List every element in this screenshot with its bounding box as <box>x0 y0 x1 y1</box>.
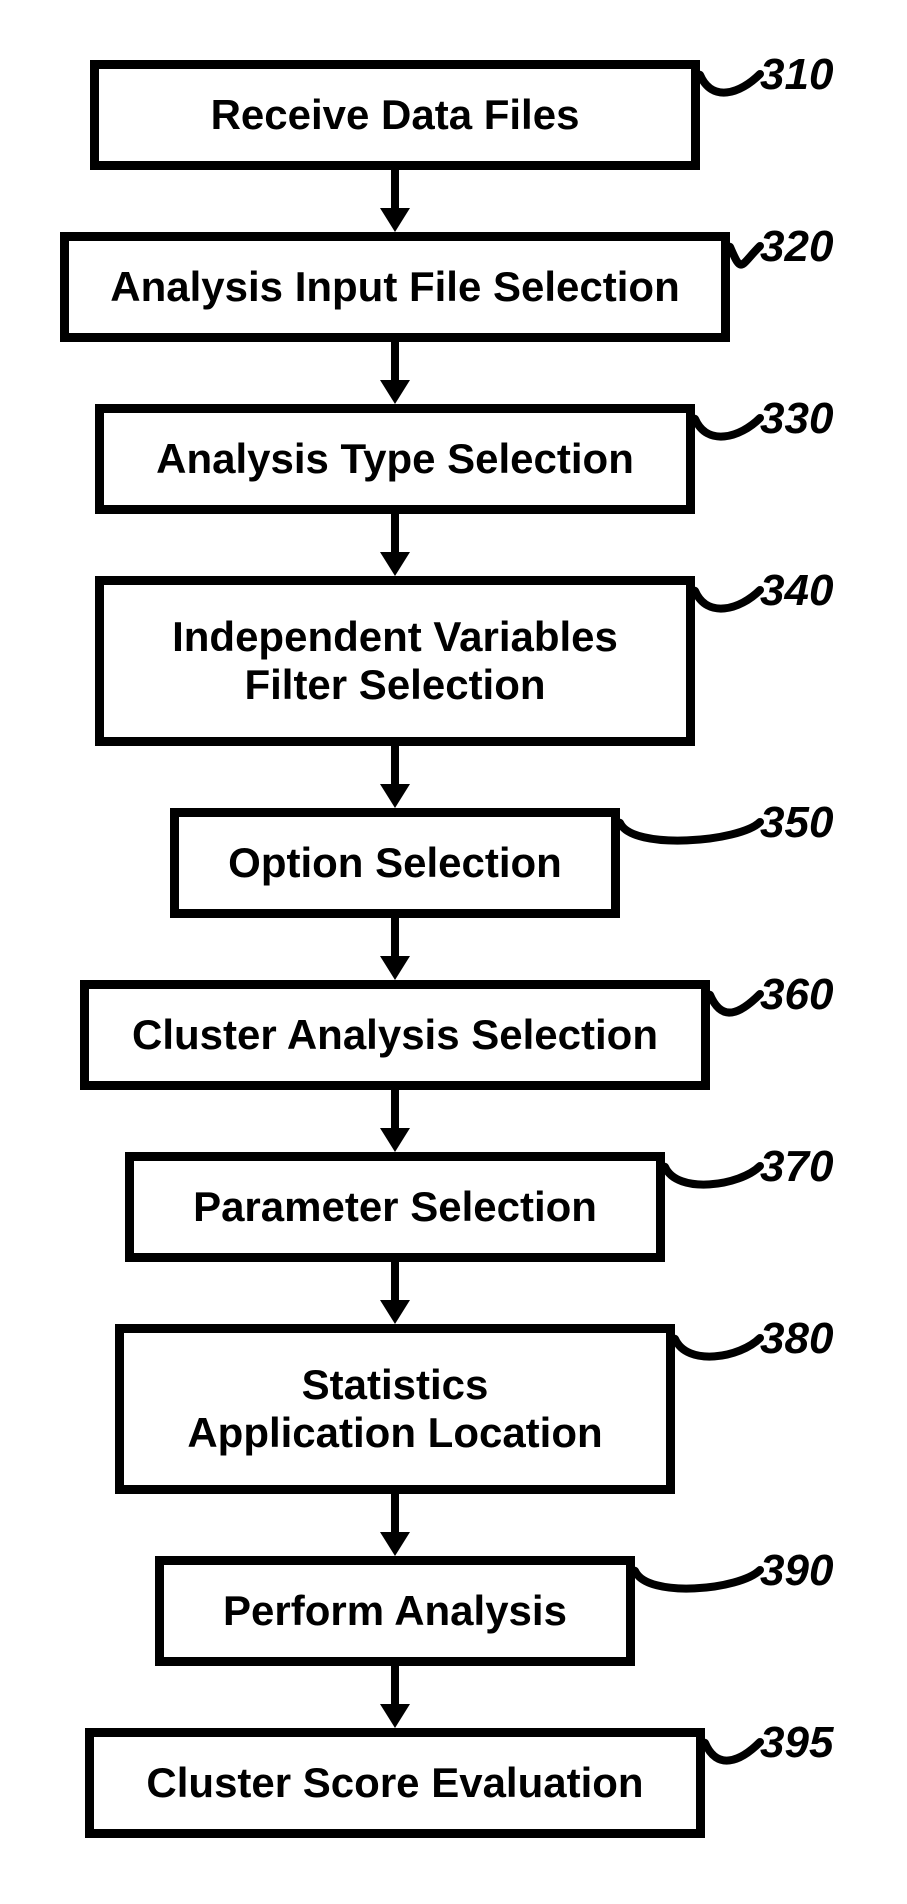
flow-node-text: Perform Analysis <box>223 1587 567 1635</box>
arrow-line <box>391 1262 399 1300</box>
flow-node-n320: Analysis Input File Selection <box>60 232 730 342</box>
callout-curve <box>665 1298 770 1379</box>
arrow-head-icon <box>380 956 410 980</box>
callout-curve <box>685 378 770 459</box>
flow-node-n370: Parameter Selection <box>125 1152 665 1262</box>
flow-node-text: Option Selection <box>228 839 562 887</box>
arrow-head-icon <box>380 380 410 404</box>
callout-curve <box>655 1126 770 1207</box>
callout-curve <box>610 782 770 863</box>
arrow-head-icon <box>380 1532 410 1556</box>
flow-node-n395: Cluster Score Evaluation <box>85 1728 705 1838</box>
flow-label-395: 395 <box>760 1718 833 1768</box>
arrow-line <box>391 918 399 956</box>
arrow-head-icon <box>380 784 410 808</box>
arrow-line <box>391 1090 399 1128</box>
flow-node-text: Analysis Input File Selection <box>110 263 679 311</box>
arrow-line <box>391 514 399 552</box>
flow-node-n340: Independent Variables Filter Selection <box>95 576 695 746</box>
flow-node-n390: Perform Analysis <box>155 1556 635 1666</box>
callout-curve <box>695 1702 770 1783</box>
arrow-head-icon <box>380 1300 410 1324</box>
arrow-line <box>391 1666 399 1704</box>
flow-node-n310: Receive Data Files <box>90 60 700 170</box>
flow-node-text: Cluster Analysis Selection <box>132 1011 658 1059</box>
flow-node-text: Statistics Application Location <box>187 1361 602 1458</box>
flow-node-n360: Cluster Analysis Selection <box>80 980 710 1090</box>
flow-node-n380: Statistics Application Location <box>115 1324 675 1494</box>
flow-label-380: 380 <box>760 1314 833 1364</box>
flow-label-360: 360 <box>760 970 833 1020</box>
arrow-head-icon <box>380 552 410 576</box>
arrow-line <box>391 746 399 784</box>
arrow-head-icon <box>380 1704 410 1728</box>
arrow-line <box>391 1494 399 1532</box>
flow-node-text: Parameter Selection <box>193 1183 597 1231</box>
arrow-line <box>391 170 399 208</box>
flow-label-320: 320 <box>760 222 833 272</box>
flow-node-text: Receive Data Files <box>211 91 580 139</box>
arrow-head-icon <box>380 208 410 232</box>
flow-label-390: 390 <box>760 1546 833 1596</box>
flow-label-370: 370 <box>760 1142 833 1192</box>
callout-curve <box>690 34 770 115</box>
flow-label-340: 340 <box>760 566 833 616</box>
callout-curve <box>625 1530 770 1611</box>
flow-node-text: Cluster Score Evaluation <box>146 1759 643 1807</box>
flow-node-n350: Option Selection <box>170 808 620 918</box>
callout-curve <box>685 550 770 631</box>
flow-label-350: 350 <box>760 798 833 848</box>
flow-label-310: 310 <box>760 50 833 100</box>
flow-label-330: 330 <box>760 394 833 444</box>
arrow-head-icon <box>380 1128 410 1152</box>
flowchart-canvas: Receive Data Files Analysis Input File Se… <box>0 0 907 1904</box>
flow-node-text: Independent Variables Filter Selection <box>172 613 618 710</box>
flow-node-text: Analysis Type Selection <box>156 435 634 483</box>
flow-node-n330: Analysis Type Selection <box>95 404 695 514</box>
arrow-line <box>391 342 399 380</box>
